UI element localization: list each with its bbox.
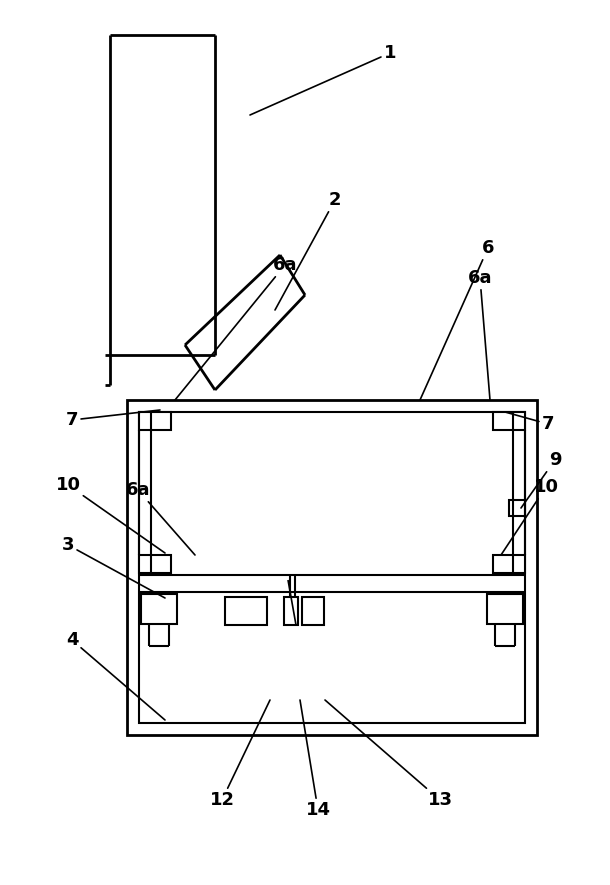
Text: 3: 3 <box>62 536 165 598</box>
Bar <box>493 412 525 430</box>
Bar <box>302 597 324 625</box>
Bar <box>139 412 525 723</box>
Text: 7: 7 <box>66 410 160 429</box>
Text: 10: 10 <box>56 476 165 553</box>
Bar <box>139 412 171 430</box>
Text: 4: 4 <box>66 631 165 720</box>
Bar <box>141 594 177 624</box>
Text: 6a: 6a <box>468 269 492 400</box>
Text: 2: 2 <box>275 191 341 310</box>
Text: 13: 13 <box>325 700 453 809</box>
Bar <box>127 400 537 735</box>
Text: 1: 1 <box>250 44 396 115</box>
Text: 6a: 6a <box>175 256 297 400</box>
Text: 6: 6 <box>420 239 494 400</box>
Text: 10: 10 <box>501 478 559 555</box>
Bar <box>284 597 298 625</box>
Bar <box>225 597 267 625</box>
Bar <box>139 555 171 573</box>
Text: 12: 12 <box>209 700 270 809</box>
Bar <box>487 594 523 624</box>
Text: 6a: 6a <box>126 481 195 555</box>
Text: 7: 7 <box>505 412 554 433</box>
Text: 9: 9 <box>521 451 561 508</box>
Text: 14: 14 <box>300 700 331 819</box>
Bar <box>493 555 525 573</box>
Bar <box>509 500 525 516</box>
